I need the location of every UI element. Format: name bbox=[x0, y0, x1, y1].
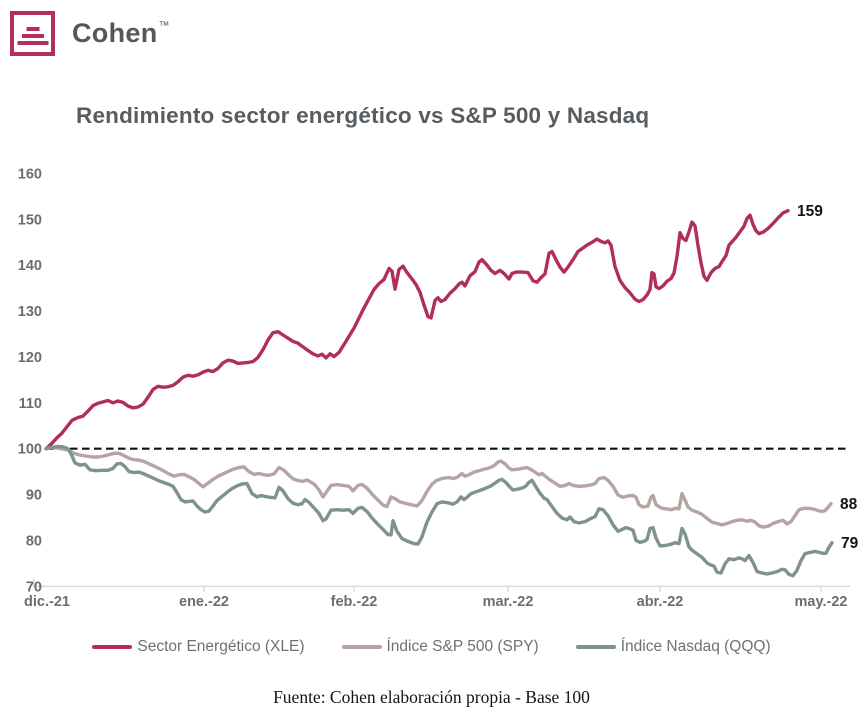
legend-item-xle: Sector Energético (XLE) bbox=[92, 638, 305, 656]
y-tick-label-80: 80 bbox=[26, 533, 42, 549]
x-tick-label-5: may.-22 bbox=[795, 594, 848, 610]
xle-line-swatch-icon bbox=[92, 645, 133, 649]
legend-label-qqq: Índice Nasdaq (QQQ) bbox=[620, 638, 771, 655]
qqq-line-swatch-icon bbox=[575, 645, 616, 649]
end-value-label-xle: 159 bbox=[797, 203, 823, 220]
series-line-spy bbox=[44, 445, 833, 529]
series-line-qqq bbox=[44, 444, 834, 578]
spy-line-swatch-icon bbox=[341, 645, 382, 649]
y-tick-label-150: 150 bbox=[18, 212, 42, 228]
y-tick-label-70: 70 bbox=[26, 579, 42, 595]
x-tick-label-0: dic.-21 bbox=[24, 594, 70, 610]
y-tick-label-110: 110 bbox=[19, 396, 42, 412]
y-tick-label-130: 130 bbox=[18, 304, 42, 320]
y-tick-label-90: 90 bbox=[26, 488, 42, 504]
trademark-symbol: ™ bbox=[158, 20, 170, 32]
y-tick-label-160: 160 bbox=[18, 167, 42, 183]
end-value-label-qqq: 79 bbox=[841, 535, 859, 552]
y-tick-label-140: 140 bbox=[18, 258, 42, 274]
chart-legend: Sector Energético (XLE) Índice S&P 500 (… bbox=[0, 638, 863, 656]
source-note: Fuente: Cohen elaboración propia - Base … bbox=[273, 687, 590, 707]
logo-bar-top bbox=[26, 27, 39, 31]
legend-label-spy: Índice S&P 500 (SPY) bbox=[386, 638, 539, 655]
x-tick-label-4: abr.-22 bbox=[637, 594, 684, 610]
end-value-label-spy: 88 bbox=[840, 496, 858, 513]
x-tick-label-1: ene.-22 bbox=[179, 594, 229, 610]
series-line-xle bbox=[44, 208, 790, 451]
logo-bar-middle bbox=[21, 34, 44, 38]
x-tick-label-3: mar.-22 bbox=[483, 594, 534, 610]
cohen-logo-icon bbox=[10, 11, 55, 56]
y-tick-label-120: 120 bbox=[18, 350, 42, 366]
brand-name: Cohen™ bbox=[72, 18, 170, 49]
legend-label-xle: Sector Energético (XLE) bbox=[137, 638, 305, 655]
y-tick-label-100: 100 bbox=[18, 442, 42, 458]
brand-header: Cohen™ bbox=[10, 11, 170, 56]
brand-text: Cohen bbox=[72, 18, 158, 48]
chart-title: Rendimiento sector energético vs S&P 500… bbox=[76, 103, 650, 128]
legend-item-spy: Índice S&P 500 (SPY) bbox=[341, 638, 539, 656]
logo-bar-bottom bbox=[17, 41, 48, 45]
x-axis-line bbox=[33, 577, 850, 592]
x-tick-label-2: feb.-22 bbox=[331, 594, 378, 610]
legend-item-qqq: Índice Nasdaq (QQQ) bbox=[575, 638, 771, 656]
